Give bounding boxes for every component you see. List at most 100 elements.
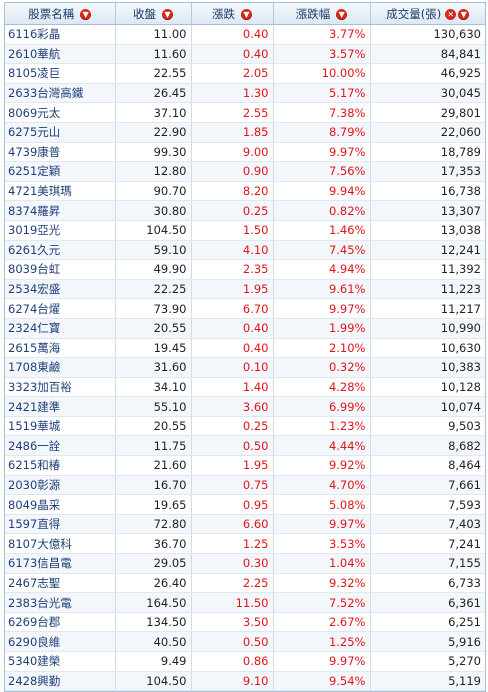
- column-header-volume[interactable]: 成交量(張) ✕ ▼: [370, 3, 485, 25]
- table-row[interactable]: 2633台灣高鐵 26.45 1.30 5.17% 30,045: [5, 83, 485, 104]
- table-row[interactable]: 2615萬海 19.45 0.40 2.10% 10,630: [5, 338, 485, 359]
- stock-name-link[interactable]: 2534宏盛: [5, 279, 116, 300]
- change-percent-cell: 5.08%: [273, 494, 371, 515]
- stock-name-link[interactable]: 2030彰源: [5, 475, 116, 496]
- column-header-close[interactable]: 收盤 ▼: [115, 3, 192, 25]
- close-price-cell: 26.45: [115, 83, 192, 104]
- stock-name-link[interactable]: 2428興勤: [5, 671, 116, 692]
- volume-cell: 130,630: [370, 24, 485, 45]
- sort-down-icon[interactable]: ▼: [336, 8, 348, 20]
- close-price-cell: 164.50: [115, 592, 192, 613]
- volume-cell: 30,045: [370, 83, 485, 104]
- price-change-cell: 0.40: [191, 318, 274, 339]
- sort-down-icon[interactable]: ▼: [162, 8, 173, 20]
- stock-name-link[interactable]: 2610華航: [5, 44, 116, 65]
- stock-name-link[interactable]: 8069元太: [5, 102, 116, 123]
- table-row[interactable]: 3323加百裕 34.10 1.40 4.28% 10,128: [5, 377, 485, 398]
- table-row[interactable]: 6269台郡 134.50 3.50 2.67% 6,251: [5, 612, 485, 633]
- table-row[interactable]: 6275元山 22.90 1.85 8.79% 22,060: [5, 122, 485, 143]
- stock-name-link[interactable]: 3323加百裕: [5, 377, 116, 398]
- change-percent-cell: 4.94%: [273, 259, 371, 280]
- table-row[interactable]: 6274台燿 73.90 6.70 9.97% 11,217: [5, 298, 485, 319]
- stock-name-link[interactable]: 8107大億科: [5, 533, 116, 555]
- table-row[interactable]: 2383台光電 164.50 11.50 7.52% 6,361: [5, 592, 485, 613]
- column-header-change[interactable]: 漲跌 ▼: [191, 3, 274, 25]
- stock-name-link[interactable]: 2467志聖: [5, 573, 116, 594]
- table-row[interactable]: 3019亞光 104.50 1.50 1.46% 13,038: [5, 220, 485, 241]
- table-row[interactable]: 2467志聖 26.40 2.25 9.32% 6,733: [5, 573, 485, 594]
- column-header-pct[interactable]: 漲跌幅 ▼: [273, 3, 371, 25]
- price-change-cell: 9.10: [191, 671, 274, 692]
- stock-name-link[interactable]: 1519華城: [5, 416, 116, 437]
- table-row[interactable]: 2324仁寶 20.55 0.40 1.99% 10,990: [5, 318, 485, 339]
- table-row[interactable]: 6261久元 59.10 4.10 7.45% 12,241: [5, 240, 485, 261]
- stock-name-link[interactable]: 5340建榮: [5, 651, 116, 672]
- sort-down-icon[interactable]: ▼: [458, 8, 470, 20]
- close-price-cell: 30.80: [115, 200, 192, 221]
- table-row[interactable]: 1708東鹼 31.60 0.10 0.32% 10,383: [5, 357, 485, 378]
- table-row[interactable]: 2428興勤 104.50 9.10 9.54% 5,119: [5, 671, 485, 692]
- table-row[interactable]: 6173信昌電 29.05 0.30 1.04% 7,155: [5, 553, 485, 574]
- table-row[interactable]: 8069元太 37.10 2.55 7.38% 29,801: [5, 102, 485, 123]
- table-row[interactable]: 1519華城 20.55 0.25 1.23% 9,503: [5, 416, 485, 437]
- close-x-icon[interactable]: ✕: [445, 8, 457, 20]
- stock-name-link[interactable]: 6274台燿: [5, 298, 116, 319]
- price-change-cell: 6.60: [191, 514, 274, 535]
- table-row[interactable]: 2486一詮 11.75 0.50 4.44% 8,682: [5, 435, 485, 457]
- stock-name-link[interactable]: 8374羅昇: [5, 200, 116, 221]
- stock-name-link[interactable]: 2633台灣高鐵: [5, 83, 116, 104]
- stock-name-link[interactable]: 6215和椿: [5, 455, 116, 476]
- stock-name-link[interactable]: 6290良維: [5, 631, 116, 652]
- table-row[interactable]: 5340建榮 9.49 0.86 9.97% 5,270: [5, 651, 485, 672]
- stock-name-link[interactable]: 6251定穎: [5, 161, 116, 182]
- change-percent-cell: 1.46%: [273, 220, 371, 241]
- stock-name-link[interactable]: 3019亞光: [5, 220, 116, 241]
- sort-down-icon[interactable]: ▼: [241, 8, 252, 20]
- price-change-cell: 1.50: [191, 220, 274, 241]
- stock-name-link[interactable]: 6275元山: [5, 122, 116, 143]
- stock-name-link[interactable]: 4739康普: [5, 142, 116, 163]
- table-row[interactable]: 8107大億科 36.70 1.25 3.53% 7,241: [5, 533, 485, 555]
- table-row[interactable]: 6116彩晶 11.00 0.40 3.77% 130,630: [5, 24, 485, 45]
- table-row[interactable]: 1597直得 72.80 6.60 9.97% 7,403: [5, 514, 485, 535]
- volume-cell: 5,270: [370, 651, 485, 672]
- stock-name-link[interactable]: 1708東鹼: [5, 357, 116, 378]
- stock-name-link[interactable]: 6173信昌電: [5, 553, 116, 574]
- stock-name-link[interactable]: 6261久元: [5, 240, 116, 261]
- close-price-cell: 40.50: [115, 631, 192, 652]
- volume-cell: 11,217: [370, 298, 485, 319]
- table-row[interactable]: 2534宏盛 22.25 1.95 9.61% 11,223: [5, 279, 485, 300]
- stock-name-link[interactable]: 6269台郡: [5, 612, 116, 633]
- stock-name-link[interactable]: 2486一詮: [5, 435, 116, 457]
- volume-cell: 22,060: [370, 122, 485, 143]
- price-change-cell: 1.25: [191, 533, 274, 555]
- column-header-name[interactable]: 股票名稱 ▼: [5, 3, 116, 25]
- price-change-cell: 2.05: [191, 63, 274, 84]
- table-row[interactable]: 6215和椿 21.60 1.95 9.92% 8,464: [5, 455, 485, 476]
- table-row[interactable]: 2610華航 11.60 0.40 3.57% 84,841: [5, 44, 485, 65]
- sort-down-icon[interactable]: ▼: [80, 8, 92, 20]
- table-row[interactable]: 6290良維 40.50 0.50 1.25% 5,916: [5, 631, 485, 652]
- volume-cell: 9,503: [370, 416, 485, 437]
- stock-name-link[interactable]: 1597直得: [5, 514, 116, 535]
- volume-cell: 46,925: [370, 63, 485, 84]
- table-row[interactable]: 2421建準 55.10 3.60 6.99% 10,074: [5, 396, 485, 417]
- price-change-cell: 2.35: [191, 259, 274, 280]
- table-row[interactable]: 8105凌巨 22.55 2.05 10.00% 46,925: [5, 63, 485, 84]
- stock-name-link[interactable]: 8049晶采: [5, 494, 116, 515]
- stock-name-link[interactable]: 2324仁寶: [5, 318, 116, 339]
- stock-name-link[interactable]: 2421建準: [5, 396, 116, 417]
- table-row[interactable]: 4721美琪瑪 90.70 8.20 9.94% 16,738: [5, 181, 485, 202]
- stock-name-link[interactable]: 6116彩晶: [5, 24, 116, 45]
- table-row[interactable]: 8039台虹 49.90 2.35 4.94% 11,392: [5, 259, 485, 280]
- table-row[interactable]: 8049晶采 19.65 0.95 5.08% 7,593: [5, 494, 485, 515]
- table-row[interactable]: 6251定穎 12.80 0.90 7.56% 17,353: [5, 161, 485, 182]
- table-row[interactable]: 2030彰源 16.70 0.75 4.70% 7,661: [5, 475, 485, 496]
- table-row[interactable]: 4739康普 99.30 9.00 9.97% 18,789: [5, 142, 485, 163]
- stock-name-link[interactable]: 2615萬海: [5, 338, 116, 359]
- stock-name-link[interactable]: 4721美琪瑪: [5, 181, 116, 202]
- stock-name-link[interactable]: 8039台虹: [5, 259, 116, 280]
- table-row[interactable]: 8374羅昇 30.80 0.25 0.82% 13,307: [5, 200, 485, 221]
- stock-name-link[interactable]: 8105凌巨: [5, 63, 116, 84]
- stock-name-link[interactable]: 2383台光電: [5, 592, 116, 613]
